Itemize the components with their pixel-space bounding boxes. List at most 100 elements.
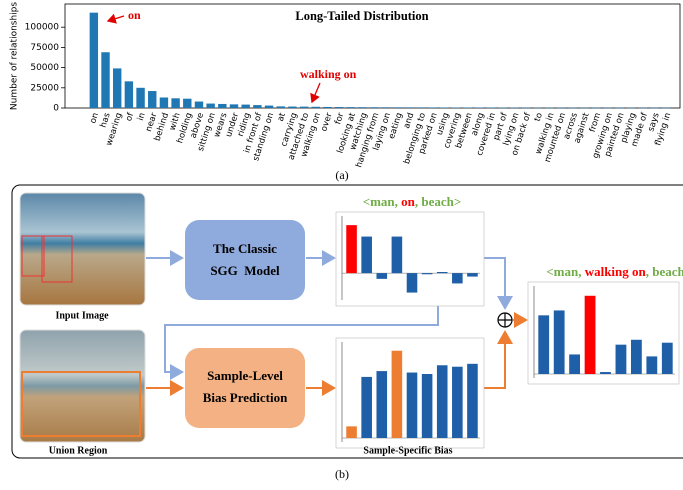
y-tick-label: 75000 <box>30 43 59 53</box>
bar <box>467 364 478 438</box>
sgg-model-box <box>185 220 305 300</box>
bar <box>440 107 448 108</box>
bar <box>616 345 627 374</box>
box-label: SGG Model <box>210 263 280 278</box>
image-label: Input Image <box>55 310 109 321</box>
bar <box>437 365 448 438</box>
bar <box>393 107 401 108</box>
bar <box>533 108 541 109</box>
bar <box>335 107 343 108</box>
bar <box>101 52 109 108</box>
bar <box>585 296 596 374</box>
bias-prediction-box <box>185 348 305 428</box>
bar <box>171 98 179 108</box>
bar <box>312 107 320 108</box>
title-part: , beach <box>646 264 683 279</box>
bar <box>183 99 191 108</box>
caption: (a) <box>335 168 348 182</box>
bar <box>662 343 673 374</box>
bar <box>253 105 261 108</box>
bar <box>650 108 658 109</box>
bar <box>277 106 285 108</box>
bar <box>545 108 553 109</box>
bar <box>346 426 357 438</box>
bar <box>498 108 506 109</box>
title-part: <man, <box>546 264 584 279</box>
bar <box>195 102 203 108</box>
bar <box>241 105 249 108</box>
bar <box>392 237 403 274</box>
bar <box>125 81 133 108</box>
bar <box>148 91 156 108</box>
bar <box>569 108 577 109</box>
bar <box>370 107 378 108</box>
bar <box>422 273 433 274</box>
bar <box>475 108 483 109</box>
arrow <box>484 332 505 388</box>
y-axis-label: Number of relationships <box>10 2 20 110</box>
bar <box>160 97 168 108</box>
bar <box>452 273 463 283</box>
box-label: Sample-Level <box>207 368 283 383</box>
bar <box>346 225 357 273</box>
bar <box>627 108 635 109</box>
y-tick-label: 50000 <box>30 63 59 73</box>
bar <box>569 354 580 374</box>
bar <box>510 108 518 109</box>
chart-title: <man, walking on, beach <box>546 264 683 279</box>
bar <box>662 108 670 109</box>
bar <box>452 367 463 438</box>
box-label: The Classic <box>213 241 277 256</box>
bar <box>646 356 657 374</box>
annotation: walking on <box>300 67 357 81</box>
union-image <box>20 330 145 442</box>
bar <box>113 68 121 108</box>
x-tick-label: in <box>136 112 148 122</box>
bar <box>288 107 296 108</box>
chart-title: <man, on, beach> <box>363 194 462 209</box>
bar <box>554 310 565 374</box>
y-tick-label: 100000 <box>25 23 60 33</box>
bar <box>487 108 495 109</box>
title-part: <man, <box>363 194 401 209</box>
box-label: Bias Prediction <box>203 390 288 405</box>
chart-caption: Sample-Specific Bias <box>363 445 452 456</box>
annotation-arrow <box>108 16 124 21</box>
caption: (b) <box>335 467 349 481</box>
bar <box>376 273 387 279</box>
bar <box>265 106 273 108</box>
figure: Long-Tailed Distribution Number of relat… <box>0 0 683 485</box>
bar <box>600 372 611 374</box>
bar <box>376 371 387 438</box>
title-part: , beach> <box>415 194 461 209</box>
chart-title: Long-Tailed Distribution <box>295 9 428 23</box>
bar <box>347 107 355 108</box>
bar <box>407 273 418 292</box>
x-tick-label: of <box>124 111 136 123</box>
bar <box>361 237 372 274</box>
bar <box>405 107 413 108</box>
bar <box>407 373 418 438</box>
y-tick-label: 25000 <box>30 83 59 93</box>
bar <box>580 108 588 109</box>
bar <box>392 351 403 438</box>
bar <box>323 107 331 108</box>
bar <box>218 104 226 108</box>
bar <box>361 377 372 438</box>
bar <box>358 107 366 108</box>
bar <box>639 108 647 109</box>
bar <box>417 107 425 108</box>
title-part: on <box>401 194 416 209</box>
bar <box>428 107 436 108</box>
bar <box>631 340 642 374</box>
annotation: on <box>128 8 141 22</box>
annotation-arrow <box>312 83 320 102</box>
bar <box>557 108 565 109</box>
bar <box>522 108 530 109</box>
bar <box>206 104 214 108</box>
bar <box>300 107 308 108</box>
bar <box>604 108 612 109</box>
bar <box>422 374 433 438</box>
bar <box>467 273 478 276</box>
bar <box>136 88 144 108</box>
